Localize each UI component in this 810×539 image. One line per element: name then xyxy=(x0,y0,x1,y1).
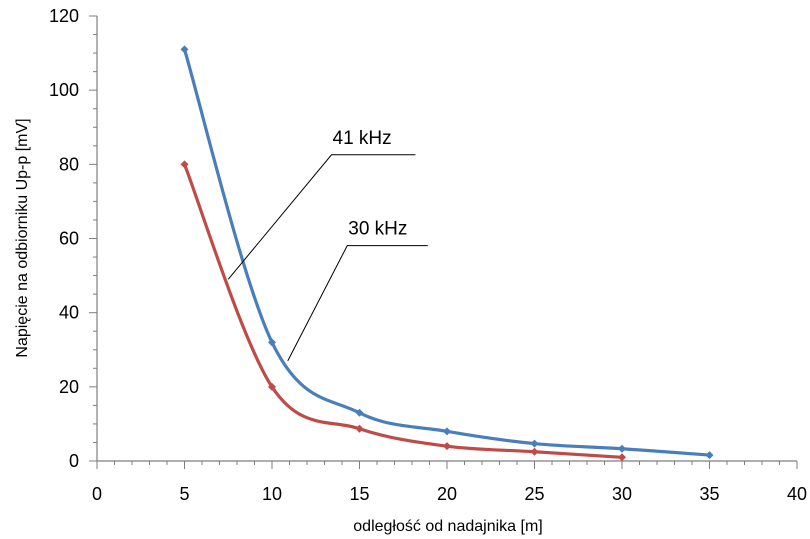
x-axis-title: odległość od nadajnika [m] xyxy=(353,518,542,535)
x-tick-label: 5 xyxy=(179,484,189,504)
y-tick-label: 0 xyxy=(69,451,79,471)
series-line xyxy=(182,162,624,459)
chart-annotation-layer: 41 kHz 30 kHz xyxy=(227,128,428,362)
x-tick-label: 15 xyxy=(349,484,369,504)
x-tick-label: 40 xyxy=(787,484,807,504)
y-tick-label: 40 xyxy=(59,303,79,323)
x-tick-label: 35 xyxy=(699,484,719,504)
data-point-marker xyxy=(268,382,276,391)
data-point-marker xyxy=(705,451,714,460)
y-tick-label: 120 xyxy=(49,6,79,26)
data-point-marker xyxy=(618,453,626,462)
y-tick-label: 20 xyxy=(59,377,79,397)
data-point-marker xyxy=(180,45,189,54)
annotation-leader-line xyxy=(287,245,428,362)
chart-axes: 0 5 10 15 20 25 30 35 40 0 20 40 60 80 100 120 xyxy=(49,6,807,504)
annotation-0: 41 kHz xyxy=(227,128,416,280)
y-axis-title: Napięcie na odbiorniku Up-p [mV] xyxy=(14,118,31,357)
series-1 xyxy=(180,160,626,462)
data-point-marker xyxy=(530,447,539,456)
chart-series-layer xyxy=(180,45,714,462)
x-tick-label: 25 xyxy=(524,484,544,504)
data-point-marker xyxy=(355,408,364,417)
y-tick-label: 80 xyxy=(59,154,79,174)
x-tick-label: 10 xyxy=(262,484,282,504)
annotation-label: 30 kHz xyxy=(348,219,407,240)
annotation-leader-line xyxy=(227,154,416,280)
annotation-label: 41 kHz xyxy=(333,128,392,149)
data-point-marker xyxy=(618,444,626,453)
data-point-marker xyxy=(268,338,276,347)
x-tick-label: 20 xyxy=(437,484,457,504)
series-line xyxy=(182,47,712,457)
data-point-marker xyxy=(180,160,189,169)
y-tick-label: 100 xyxy=(49,80,79,100)
data-point-marker xyxy=(443,427,451,436)
x-tick-label: 0 xyxy=(92,484,102,504)
data-point-marker xyxy=(355,424,364,433)
series-0 xyxy=(180,45,714,460)
y-tick-label: 60 xyxy=(59,229,79,249)
annotation-1: 30 kHz xyxy=(287,219,428,362)
data-point-marker xyxy=(530,439,539,448)
x-tick-label: 30 xyxy=(612,484,632,504)
data-point-marker xyxy=(443,442,451,451)
